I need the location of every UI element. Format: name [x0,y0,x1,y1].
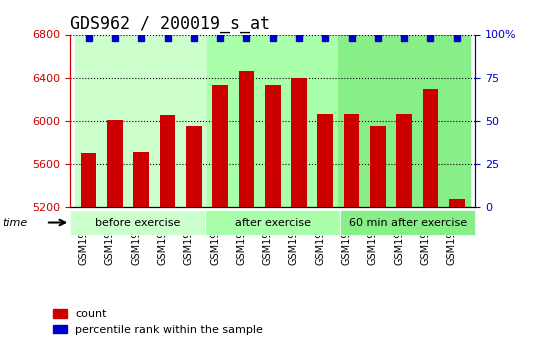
Bar [212,85,228,345]
Bar [339,34,470,207]
Bar [449,199,465,345]
Text: GDS962 / 200019_s_at: GDS962 / 200019_s_at [70,15,270,33]
Bar [291,78,307,345]
Bar [160,115,176,345]
Bar [370,126,386,345]
FancyBboxPatch shape [340,210,475,235]
Bar [186,126,202,345]
FancyBboxPatch shape [205,210,340,235]
Bar [80,153,97,345]
Bar [107,120,123,345]
Bar [423,89,438,345]
Bar [343,114,360,345]
Bar [318,114,333,345]
Text: after exercise: after exercise [235,218,310,227]
Bar [76,34,207,207]
Bar [239,71,254,345]
Legend: count, percentile rank within the sample: count, percentile rank within the sample [49,305,268,339]
FancyBboxPatch shape [70,210,205,235]
Bar [396,114,412,345]
Bar [133,152,149,345]
Text: before exercise: before exercise [95,218,180,227]
Text: time: time [3,218,28,227]
Bar [207,34,339,207]
Text: 60 min after exercise: 60 min after exercise [349,218,467,227]
Bar [265,85,281,345]
